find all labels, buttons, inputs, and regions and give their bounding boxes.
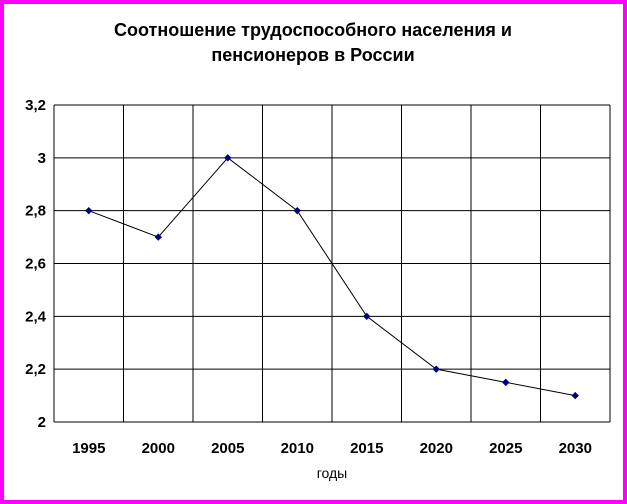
data-point-2025: [502, 378, 510, 387]
y-tick-label-4: 2,8: [25, 203, 46, 220]
x-tick-label-2030: 2030: [559, 440, 592, 457]
data-point-2000: [154, 233, 162, 241]
x-tick-label-1995: 1995: [72, 440, 105, 457]
x-tick-label-2000: 2000: [142, 440, 175, 457]
x-axis-ticks: 1995 2000 2005 2010 2015 2020 2025 2030: [72, 440, 592, 457]
x-tick-label-2020: 2020: [420, 440, 453, 457]
chart-frame: Соотношение трудоспособного населения и …: [4, 4, 623, 500]
chart-title-line-2: пенсионеров в России: [211, 45, 414, 65]
data-point-2020: [432, 365, 440, 373]
data-point-2015: [363, 312, 371, 321]
y-tick-label-1: 2,2: [25, 361, 46, 378]
y-tick-label-6: 3,2: [25, 97, 46, 114]
y-tick-label-0: 2: [38, 414, 46, 431]
series-line-0: [88, 157, 576, 397]
y-tick-label-5: 3: [38, 150, 46, 167]
y-tick-label-2: 2,4: [25, 308, 47, 325]
x-tick-label-2010: 2010: [281, 440, 314, 457]
x-tick-label-2025: 2025: [489, 440, 522, 457]
x-tick-label-2005: 2005: [211, 440, 244, 457]
data-point-2010: [293, 206, 301, 215]
line-chart: Соотношение трудоспособного населения и …: [25, 20, 611, 481]
y-axis-ticks: 2 2,2 2,4 2,6 2,8 3 3,2: [25, 97, 47, 431]
data-point-2030: [571, 391, 579, 400]
x-axis-label: годы: [317, 465, 348, 481]
chart-title-line-1: Соотношение трудоспособного населения и: [114, 20, 512, 40]
data-point-2005: [224, 154, 232, 162]
gridlines: [53, 104, 611, 423]
data-point-1995: [85, 206, 93, 215]
x-tick-label-2015: 2015: [350, 440, 383, 457]
y-tick-label-3: 2,6: [25, 256, 46, 273]
series-group: [85, 154, 579, 400]
